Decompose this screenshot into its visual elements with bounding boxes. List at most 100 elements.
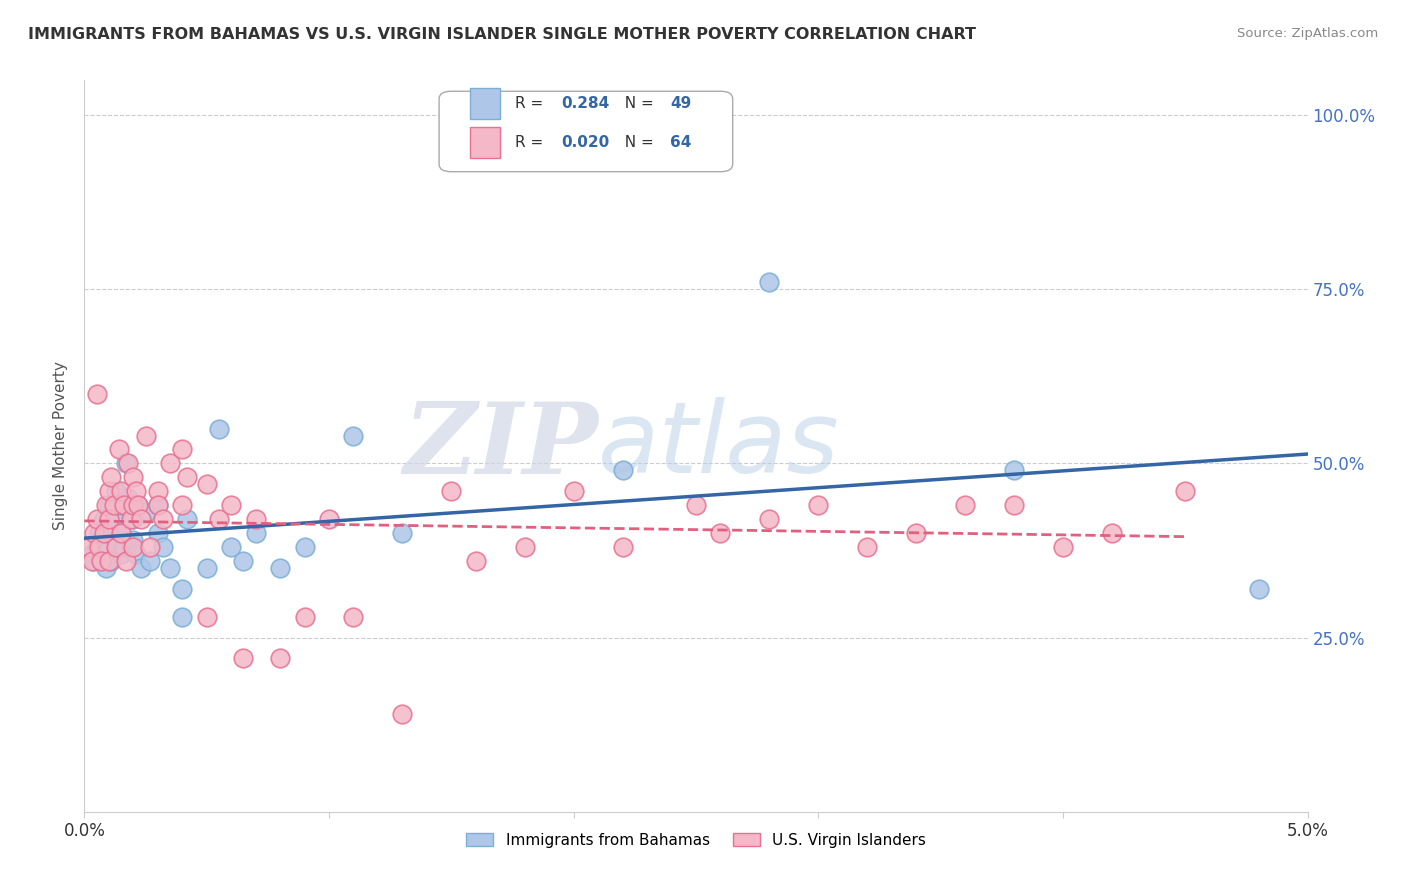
Point	[612, 540, 634, 554]
Text: 49: 49	[671, 96, 692, 112]
FancyBboxPatch shape	[439, 91, 733, 171]
Point	[90, 540, 112, 554]
Point	[807, 498, 830, 512]
Point	[856, 540, 879, 554]
Point	[135, 428, 157, 442]
Point	[117, 491, 139, 506]
Point	[342, 609, 364, 624]
Point	[110, 547, 132, 561]
Point	[159, 561, 181, 575]
Point	[127, 498, 149, 512]
Point	[758, 275, 780, 289]
Point	[953, 498, 976, 512]
Point	[105, 540, 128, 554]
Point	[219, 540, 242, 554]
Point	[195, 561, 218, 575]
Point	[146, 484, 169, 499]
Point	[172, 442, 194, 457]
Point	[107, 442, 129, 457]
Point	[100, 470, 122, 484]
Point	[685, 498, 707, 512]
Point	[115, 457, 138, 471]
Point	[93, 526, 115, 541]
Point	[1174, 484, 1197, 499]
Point	[129, 512, 152, 526]
Y-axis label: Single Mother Poverty: Single Mother Poverty	[53, 361, 69, 531]
Point	[110, 526, 132, 541]
Legend: Immigrants from Bahamas, U.S. Virgin Islanders: Immigrants from Bahamas, U.S. Virgin Isl…	[458, 825, 934, 855]
Point	[87, 540, 110, 554]
Point	[122, 498, 145, 512]
Point	[294, 540, 316, 554]
Point	[152, 540, 174, 554]
Point	[129, 561, 152, 575]
Point	[172, 498, 194, 512]
Text: N =: N =	[616, 96, 659, 112]
Text: 0.020: 0.020	[561, 135, 610, 150]
Point	[195, 477, 218, 491]
Point	[513, 540, 536, 554]
Text: 64: 64	[671, 135, 692, 150]
Point	[208, 512, 231, 526]
Point	[176, 512, 198, 526]
Point	[172, 609, 194, 624]
Point	[103, 498, 125, 512]
Point	[127, 498, 149, 512]
Point	[139, 540, 162, 554]
Point	[122, 540, 145, 554]
Point	[86, 386, 108, 401]
Point	[86, 512, 108, 526]
Point	[1052, 540, 1074, 554]
Point	[112, 498, 135, 512]
Point	[269, 651, 291, 665]
Point	[342, 428, 364, 442]
Point	[219, 498, 242, 512]
Point	[107, 498, 129, 512]
Text: N =: N =	[616, 135, 659, 150]
Point	[464, 554, 486, 568]
Point	[97, 540, 120, 554]
Point	[758, 512, 780, 526]
Text: atlas: atlas	[598, 398, 839, 494]
Text: R =: R =	[515, 135, 548, 150]
Point	[146, 498, 169, 512]
Point	[97, 512, 120, 526]
Point	[120, 540, 142, 554]
Point	[77, 540, 100, 554]
Point	[115, 554, 138, 568]
Point	[112, 540, 135, 554]
Point	[232, 554, 254, 568]
Point	[125, 484, 148, 499]
Point	[172, 582, 194, 596]
Point	[612, 463, 634, 477]
Point	[105, 484, 128, 499]
Point	[195, 609, 218, 624]
Point	[1002, 498, 1025, 512]
Text: R =: R =	[515, 96, 548, 112]
Point	[1247, 582, 1270, 596]
Point	[208, 421, 231, 435]
Point	[245, 512, 267, 526]
Point	[318, 512, 340, 526]
Point	[87, 526, 110, 541]
Point	[117, 457, 139, 471]
Point	[391, 707, 413, 722]
Point	[146, 526, 169, 541]
Point	[97, 554, 120, 568]
Point	[139, 554, 162, 568]
Point	[562, 484, 585, 499]
Point	[80, 554, 103, 568]
Point	[90, 554, 112, 568]
Point	[110, 484, 132, 499]
Point	[440, 484, 463, 499]
Point	[152, 512, 174, 526]
Point	[122, 533, 145, 547]
Point	[96, 561, 118, 575]
Point	[97, 498, 120, 512]
Point	[294, 609, 316, 624]
Point	[905, 526, 928, 541]
Point	[232, 651, 254, 665]
Point	[1002, 463, 1025, 477]
Point	[96, 498, 118, 512]
Point	[125, 547, 148, 561]
